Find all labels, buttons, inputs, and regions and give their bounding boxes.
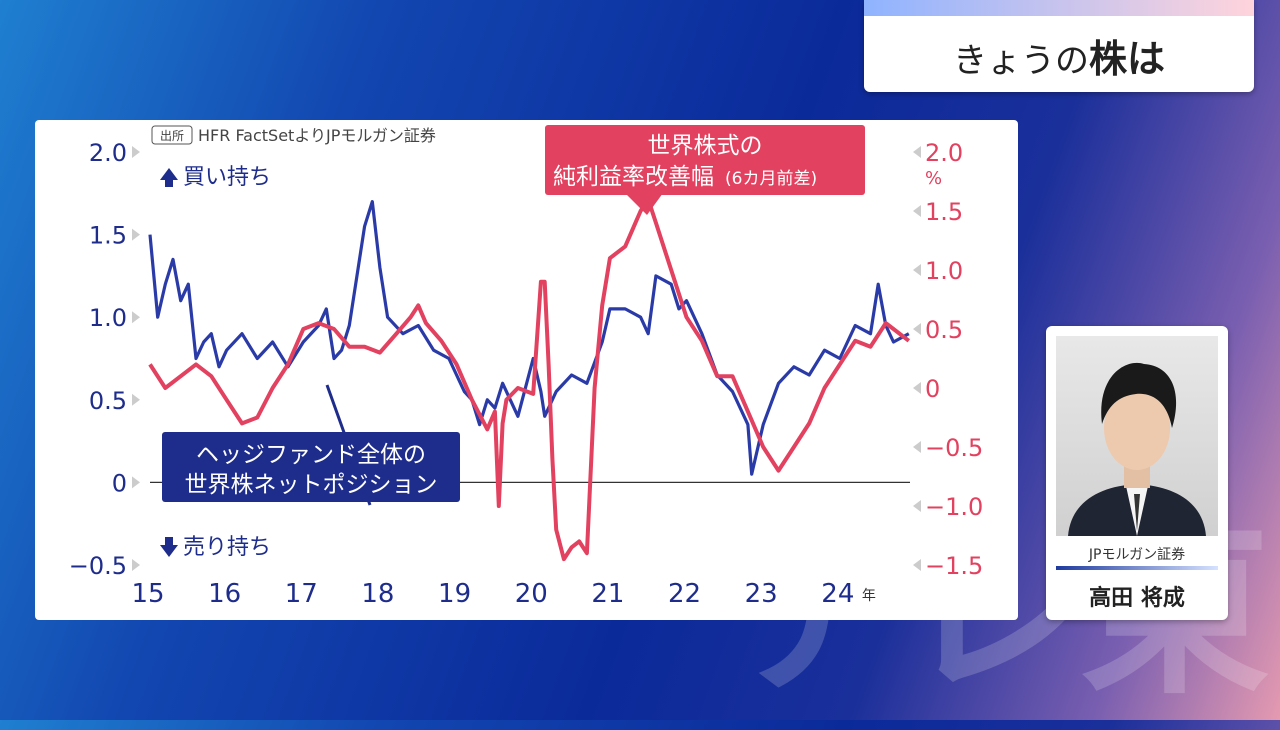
left-tick-label: 0: [112, 469, 127, 497]
red-label-line2: 純利益率改善幅: [553, 164, 714, 190]
x-tick-label: 15: [131, 579, 164, 609]
series-line-net-margin-change: [148, 197, 911, 562]
up-arrow-icon: [160, 168, 178, 187]
commentator-card: JPモルガン証券 高田 将成: [1046, 326, 1228, 620]
right-tick-marker: [913, 500, 921, 512]
down-arrow-icon: [160, 537, 178, 557]
person-silhouette: [1068, 362, 1206, 536]
left-tick-marker: [132, 311, 140, 324]
right-tick-marker: [913, 559, 921, 571]
topic-title: きょうの株は: [864, 28, 1254, 83]
company-accent-bar: [1056, 566, 1218, 570]
chart-panel: 2.0 1.5 1.0 0.5 0 −0.5 2.0 1.5 1.0 0.5 0 −0.5 −1.0 −1…: [35, 120, 1018, 620]
x-tick-label: 23: [745, 579, 778, 609]
x-tick-label: 16: [208, 579, 241, 609]
red-label-line2-small: (6カ月前差): [725, 169, 817, 189]
x-tick-label: 19: [438, 579, 471, 609]
topic-banner: きょうの株は: [864, 0, 1254, 92]
topic-accent-bar: [864, 0, 1254, 16]
left-tick-label: 0.5: [89, 387, 127, 415]
right-tick-marker: [913, 441, 921, 453]
right-tick-label: 0: [925, 375, 940, 403]
x-tick-label: 17: [285, 579, 318, 609]
right-axis-unit: %: [925, 168, 942, 189]
lower-note: 売り持ち: [183, 535, 271, 560]
topic-bold: 株は: [1088, 37, 1165, 81]
right-tick-label: −0.5: [925, 434, 983, 462]
right-tick-marker: [913, 382, 921, 394]
left-tick-label: 1.5: [89, 222, 127, 250]
x-tick-label: 21: [591, 579, 624, 609]
x-tick-label: 22: [668, 579, 701, 609]
left-tick-marker: [132, 228, 140, 241]
left-tick-marker: [132, 559, 140, 571]
red-label-box: [545, 125, 865, 195]
source-text: HFR FactSetよりJPモルガン証券: [198, 126, 436, 145]
right-tick-label: −1.5: [925, 552, 983, 580]
right-tick-label: 1.5: [925, 198, 963, 226]
left-tick-marker: [132, 146, 140, 158]
red-callout-pointer: [625, 193, 663, 215]
left-tick-marker: [132, 393, 140, 406]
left-tick-label: 2.0: [89, 139, 127, 167]
right-tick-marker: [913, 205, 921, 217]
right-tick-marker: [913, 146, 921, 158]
right-tick-label: −1.0: [925, 493, 983, 521]
left-tick-label: 1.0: [89, 304, 127, 332]
source-tag-box: [151, 125, 193, 145]
right-tick-label: 2.0: [925, 139, 963, 167]
x-tick-label: 18: [361, 579, 394, 609]
red-label-line1: 世界株式の: [648, 133, 763, 159]
x-tick-label: 20: [515, 579, 548, 609]
source-tag: 出所: [160, 129, 184, 143]
line-chart: 2.0 1.5 1.0 0.5 0 −0.5 2.0 1.5 1.0 0.5 0 −0.5 −1.0 −1…: [69, 125, 983, 609]
x-tick-label: 24: [821, 579, 854, 609]
left-tick-label: −0.5: [69, 552, 127, 580]
right-tick-marker: [913, 264, 921, 276]
commentator-photo: [1056, 336, 1218, 536]
x-axis-unit: 年: [862, 588, 876, 604]
right-tick-label: 1.0: [925, 257, 963, 285]
blue-label-line1: ヘッジファンド全体の: [196, 442, 426, 468]
commentator-company: JPモルガン証券: [1088, 547, 1186, 563]
left-tick-marker: [132, 476, 140, 489]
upper-note: 買い持ち: [183, 165, 271, 190]
blue-label-box: [162, 432, 460, 502]
commentator-name: 高田 将成: [1089, 586, 1185, 611]
blue-label-line2: 世界株ネットポジション: [185, 472, 438, 498]
right-tick-marker: [913, 323, 921, 335]
right-tick-label: 0.5: [925, 316, 963, 344]
topic-prefix: きょうの: [952, 41, 1089, 81]
